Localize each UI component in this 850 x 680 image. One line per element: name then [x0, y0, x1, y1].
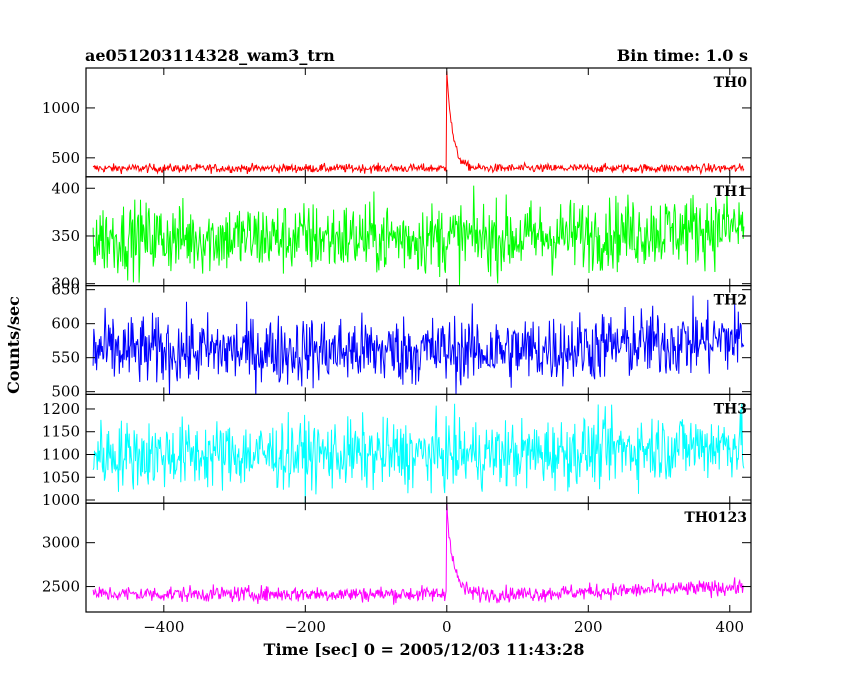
chart-title: ae051203114328_wam3_trn — [85, 46, 335, 65]
y-axis-label: Counts/sec — [4, 296, 23, 394]
y-tick-label: 1200 — [42, 400, 80, 418]
y-tick-label: 1000 — [42, 491, 80, 509]
y-tick-label: 300 — [51, 275, 80, 293]
series-th0-line — [92, 71, 745, 176]
x-tick-label: 0 — [442, 618, 452, 636]
y-tick-label: 1150 — [42, 423, 80, 441]
series-th2-line — [92, 295, 745, 395]
bin-time-label: Bin time: 1.0 s — [617, 46, 748, 65]
y-tick-label: 1000 — [42, 99, 80, 117]
series-th0123-line — [92, 503, 745, 605]
series-th3-line — [92, 403, 745, 504]
y-tick-label: 550 — [51, 349, 80, 367]
channel-label-th0: TH0 — [714, 75, 748, 91]
channel-label-th0123: TH0123 — [684, 510, 747, 526]
y-tick-label: 1100 — [42, 445, 80, 463]
y-tick-label: 400 — [51, 179, 80, 197]
channel-label-th1: TH1 — [714, 184, 747, 200]
channel-label-th2: TH2 — [714, 293, 747, 309]
panel-frame-th0 — [85, 67, 752, 178]
y-tick-label: 500 — [51, 383, 80, 401]
x-tick-label: −400 — [143, 618, 184, 636]
x-tick-label: −200 — [285, 618, 326, 636]
y-tick-label: 3000 — [42, 534, 80, 552]
y-tick-label: 600 — [51, 315, 80, 333]
y-tick-label: 500 — [51, 149, 80, 167]
series-th1-line — [92, 185, 745, 285]
y-tick-label: 650 — [51, 281, 80, 299]
y-tick-label: 350 — [51, 227, 80, 245]
y-tick-label: 1050 — [42, 468, 80, 486]
x-tick-label: 400 — [715, 618, 744, 636]
y-tick-label: 2500 — [42, 578, 80, 596]
channel-label-th3: TH3 — [714, 401, 747, 417]
x-axis-label: Time [sec] 0 = 2005/12/03 11:43:28 — [264, 640, 585, 659]
x-tick-label: 200 — [574, 618, 603, 636]
panel-frame-th0123 — [85, 502, 752, 613]
panels-group: 500 1000 TH0 300 350 400 TH1 500 550 600 650 TH2 100… — [42, 67, 752, 636]
